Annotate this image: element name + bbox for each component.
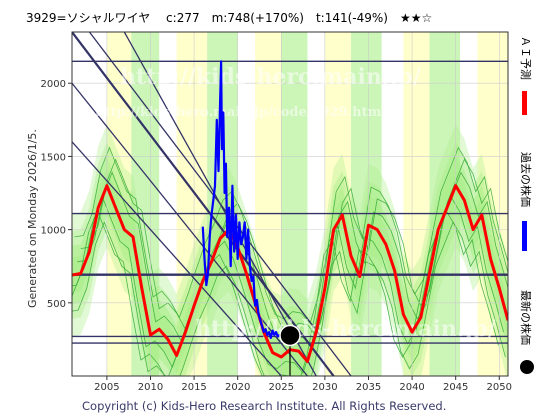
- plot-area: http://kids-hero.main.jp/ http://kids-he…: [71, 31, 509, 377]
- watermark-main: http://kids-hero.main.jp/: [120, 64, 422, 90]
- legend-latest-label: 最新の株価: [519, 290, 533, 345]
- copyright: Copyright (c) Kids-Hero Research Institu…: [82, 399, 446, 413]
- watermark: http://kids-hero.main.jp/ http://kids-he…: [95, 64, 497, 342]
- legend-prediction: ＡＩ予測: [519, 36, 533, 115]
- y-tick-label-1500: 1500: [41, 152, 66, 163]
- trend-lines: [72, 32, 352, 376]
- trend-line-4: [123, 32, 317, 376]
- x-axis: 2005 2010 2015 2020 2025 2030 2035 2040 2045 2050: [94, 376, 512, 393]
- x-tick-label-2010: 2010: [138, 382, 163, 393]
- x-tick-label-2050: 2050: [487, 382, 512, 393]
- x-tick-label-2005: 2005: [94, 382, 119, 393]
- trend-line-0: [72, 32, 335, 376]
- legend-latest: 最新の株価: [519, 290, 534, 374]
- legend: ＡＩ予測 過去の株価 最新の株価: [519, 36, 534, 374]
- prediction-band-line-5: [72, 221, 506, 376]
- prediction-band-line-4: [74, 146, 508, 325]
- x-tick-label-2045: 2045: [443, 382, 468, 393]
- trend-line-2: [72, 82, 308, 376]
- generated-date: Generated on Monday 2026/1/5.: [26, 129, 39, 308]
- x-tick-label-2025: 2025: [269, 382, 294, 393]
- x-tick-label-2015: 2015: [181, 382, 206, 393]
- legend-past-label: 過去の株価: [519, 152, 533, 207]
- y-tick-label-1000: 1000: [41, 226, 66, 237]
- legend-prediction-label: ＡＩ予測: [519, 36, 533, 80]
- past-price-line: [201, 60, 291, 339]
- plot-border: [71, 31, 509, 377]
- y-tick-label-500: 500: [47, 299, 66, 310]
- watermark-sub: http://kids-hero.main.jp/code/3929.html: [95, 105, 386, 120]
- legend-prediction-swatch: [522, 91, 527, 115]
- watermark-bottom: http://kids-hero.main.jp/: [195, 316, 497, 342]
- latest-layer: [279, 324, 301, 376]
- x-tick-label-2020: 2020: [225, 382, 250, 393]
- x-tick-label-2035: 2035: [356, 382, 381, 393]
- y-axis: 500 1000 1500 2000: [41, 79, 72, 310]
- legend-latest-marker: [520, 360, 534, 374]
- grid-lines: [72, 32, 508, 376]
- y-tick-label-2000: 2000: [41, 79, 66, 90]
- x-tick-label-2030: 2030: [312, 382, 337, 393]
- x-tick-label-2040: 2040: [399, 382, 424, 393]
- background-band-5: [281, 32, 308, 376]
- legend-past-swatch: [522, 221, 527, 251]
- latest-price-marker: [279, 324, 301, 347]
- legend-past: 過去の株価: [519, 152, 533, 251]
- chart-title: 3929=ソシャルワイヤ c:277 m:748(+170%) t:141(-4…: [26, 11, 432, 25]
- prediction-band-line-1: [72, 196, 504, 374]
